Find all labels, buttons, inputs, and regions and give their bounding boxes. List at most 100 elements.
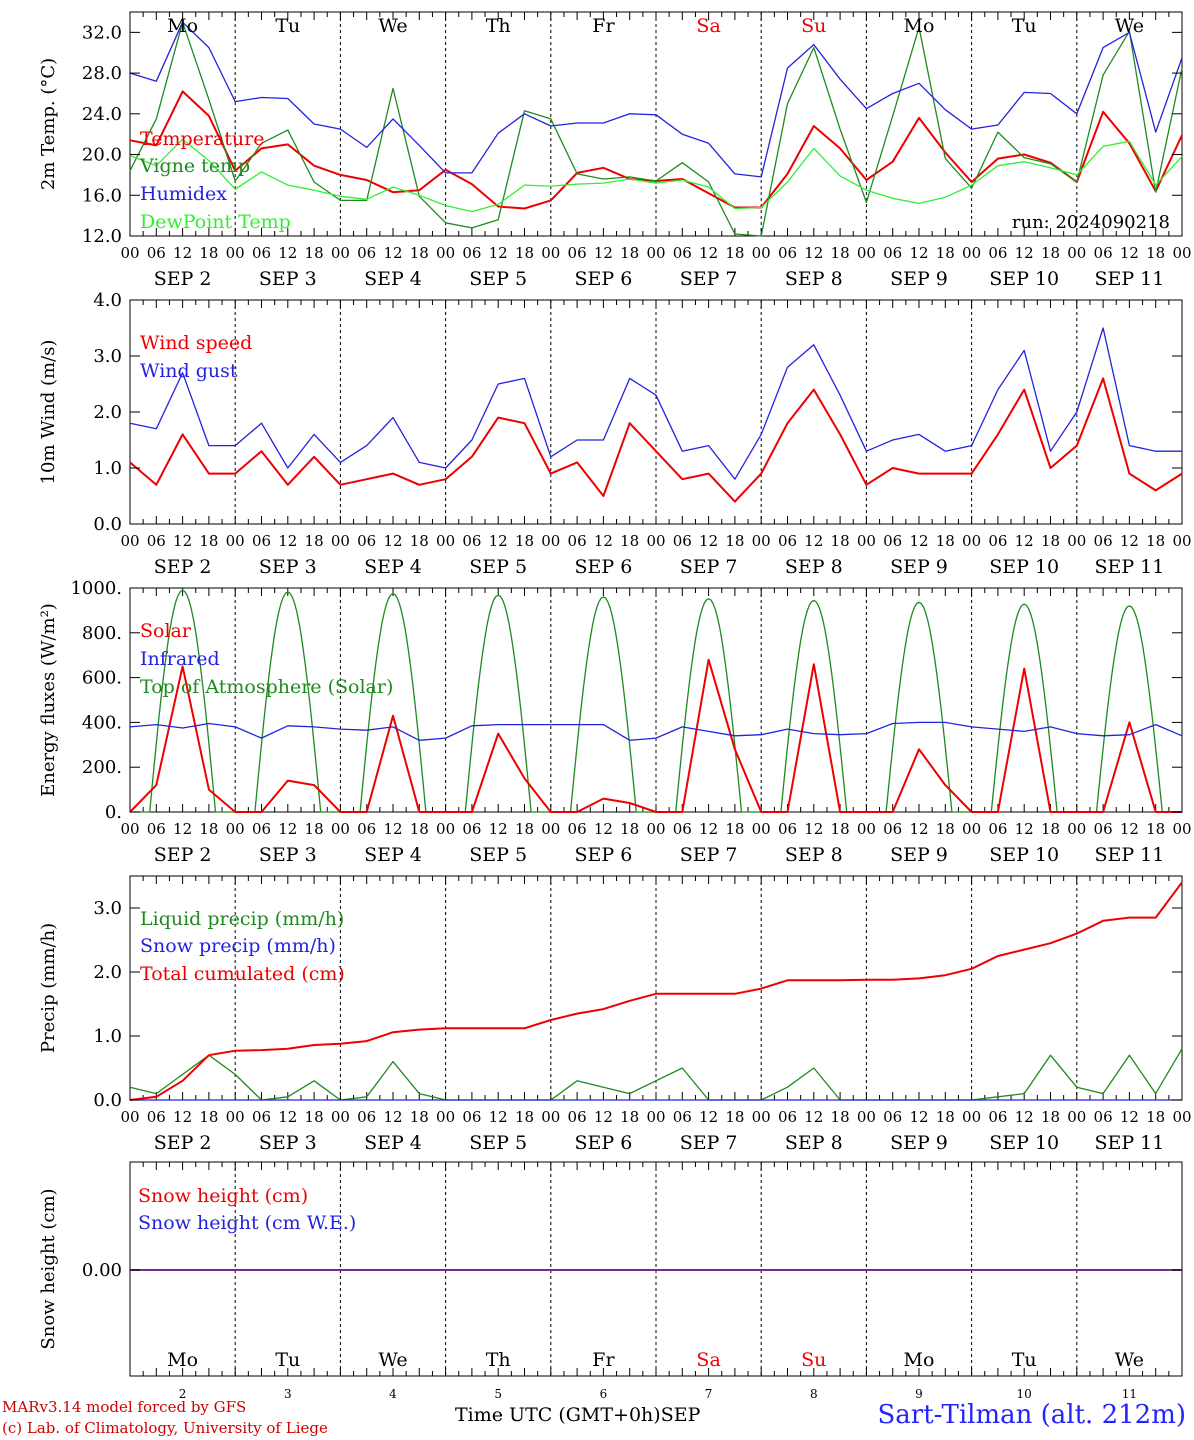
hour-tick-label: 06 <box>462 820 481 838</box>
hour-tick-label: 18 <box>936 1108 955 1126</box>
hour-tick-label: 06 <box>673 1108 692 1126</box>
date-label: SEP 8 <box>785 268 843 290</box>
hour-tick-label: 00 <box>646 820 665 838</box>
hour-tick-label: 18 <box>725 532 744 550</box>
hour-tick-label: 12 <box>489 1108 508 1126</box>
day-name: Mo <box>904 1349 935 1371</box>
day-number: 8 <box>810 1387 818 1401</box>
hour-tick-label: 00 <box>331 532 350 550</box>
day-name: We <box>378 15 407 37</box>
run-annotation: run: 2024090218 <box>1012 212 1170 233</box>
date-label: SEP 11 <box>1094 844 1164 866</box>
date-label: SEP 8 <box>785 1132 843 1154</box>
hour-tick-label: 06 <box>673 820 692 838</box>
day-number: 5 <box>494 1387 502 1401</box>
hour-tick-label: 00 <box>541 244 560 262</box>
date-label: SEP 2 <box>154 1132 212 1154</box>
day-number: 6 <box>600 1387 608 1401</box>
hour-tick-label: 00 <box>331 820 350 838</box>
panel-frame-0 <box>129 11 1183 237</box>
hour-tick-label: 00 <box>436 1108 455 1126</box>
hour-tick-label: 12 <box>594 820 613 838</box>
date-label: SEP 9 <box>890 556 948 578</box>
hour-tick-label: 06 <box>883 1108 902 1126</box>
hour-tick-label: 18 <box>199 1108 218 1126</box>
hour-tick-label: 12 <box>383 244 402 262</box>
day-name: Su <box>801 15 826 37</box>
day-number: 10 <box>1017 1387 1032 1401</box>
hour-tick-label: 00 <box>752 1108 771 1126</box>
hour-tick-label: 00 <box>436 244 455 262</box>
hour-tick-label: 00 <box>962 820 981 838</box>
temp-series-line <box>129 21 1183 237</box>
y-tick-label: 20.0 <box>82 145 122 166</box>
legend-entry: Infrared <box>140 648 220 670</box>
hour-tick-label: 18 <box>410 244 429 262</box>
hour-tick-label: 06 <box>883 820 902 838</box>
day-name: We <box>378 1349 407 1371</box>
hour-tick-label: 06 <box>778 820 797 838</box>
legend-entry: Wind speed <box>140 332 252 354</box>
date-label: SEP 10 <box>989 268 1059 290</box>
hour-tick-label: 00 <box>436 820 455 838</box>
toa-solar-line <box>130 589 1182 813</box>
hour-tick-label: 18 <box>620 1108 639 1126</box>
y-tick-label: 4.0 <box>93 290 122 311</box>
date-label: SEP 6 <box>574 268 632 290</box>
hour-tick-label: 18 <box>1146 532 1165 550</box>
hour-tick-label: 06 <box>147 1108 166 1126</box>
hour-tick-label: 18 <box>936 532 955 550</box>
date-label: SEP 10 <box>989 844 1059 866</box>
hour-tick-label: 18 <box>936 820 955 838</box>
hour-tick-label: 00 <box>226 1108 245 1126</box>
y-tick-label: 2.0 <box>93 402 122 423</box>
wind-series-line <box>129 377 1183 503</box>
y-tick-label: 3.0 <box>93 898 122 919</box>
day-name: Tu <box>1012 1349 1037 1371</box>
date-label: SEP 9 <box>890 844 948 866</box>
hour-tick-label: 12 <box>1015 1108 1034 1126</box>
day-name: Mo <box>167 15 198 37</box>
date-label: SEP 2 <box>154 268 212 290</box>
hour-tick-label: 12 <box>909 532 928 550</box>
hour-tick-label: 12 <box>489 244 508 262</box>
day-name: Mo <box>167 1349 198 1371</box>
legend-entry: Snow height (cm W.E.) <box>138 1212 356 1234</box>
day-number: 7 <box>705 1387 713 1401</box>
hour-tick-label: 18 <box>1041 1108 1060 1126</box>
hour-tick-label: 00 <box>962 1108 981 1126</box>
hour-tick-label: 00 <box>1172 1108 1191 1126</box>
hour-tick-label: 06 <box>988 244 1007 262</box>
date-label: SEP 6 <box>574 556 632 578</box>
hour-tick-label: 12 <box>173 532 192 550</box>
hour-tick-label: 00 <box>226 820 245 838</box>
hour-tick-label: 18 <box>410 1108 429 1126</box>
hour-tick-label: 00 <box>1172 244 1191 262</box>
day-name: Th <box>486 15 511 37</box>
day-name: Tu <box>275 1349 300 1371</box>
date-label: SEP 2 <box>154 844 212 866</box>
hour-tick-label: 06 <box>1094 532 1113 550</box>
temp-series-line <box>129 21 1183 178</box>
hour-tick-label: 18 <box>831 1108 850 1126</box>
y-tick-label: 3.0 <box>93 346 122 367</box>
legend-entry: Snow height (cm) <box>138 1185 308 1207</box>
hour-tick-label: 18 <box>725 244 744 262</box>
hour-tick-label: 06 <box>462 244 481 262</box>
copyright-note: (c) Lab. of Climatology, University of L… <box>2 1419 328 1437</box>
y-axis-label: Snow height (cm) <box>38 1188 59 1349</box>
hour-tick-label: 00 <box>331 1108 350 1126</box>
hour-tick-label: 00 <box>646 1108 665 1126</box>
hour-tick-label: 12 <box>804 532 823 550</box>
hour-tick-label: 18 <box>725 1108 744 1126</box>
hour-tick-label: 12 <box>1120 1108 1139 1126</box>
date-label: SEP 6 <box>574 844 632 866</box>
legend-entry: Solar <box>140 620 192 642</box>
hour-tick-label: 18 <box>305 244 324 262</box>
hour-tick-label: 12 <box>278 820 297 838</box>
legend-entry: Liquid precip (mm/h) <box>140 908 344 930</box>
y-tick-label: 0.0 <box>93 514 122 535</box>
day-name: Sa <box>696 1349 720 1371</box>
day-name: Mo <box>904 15 935 37</box>
y-tick-label: 1.0 <box>93 458 122 479</box>
